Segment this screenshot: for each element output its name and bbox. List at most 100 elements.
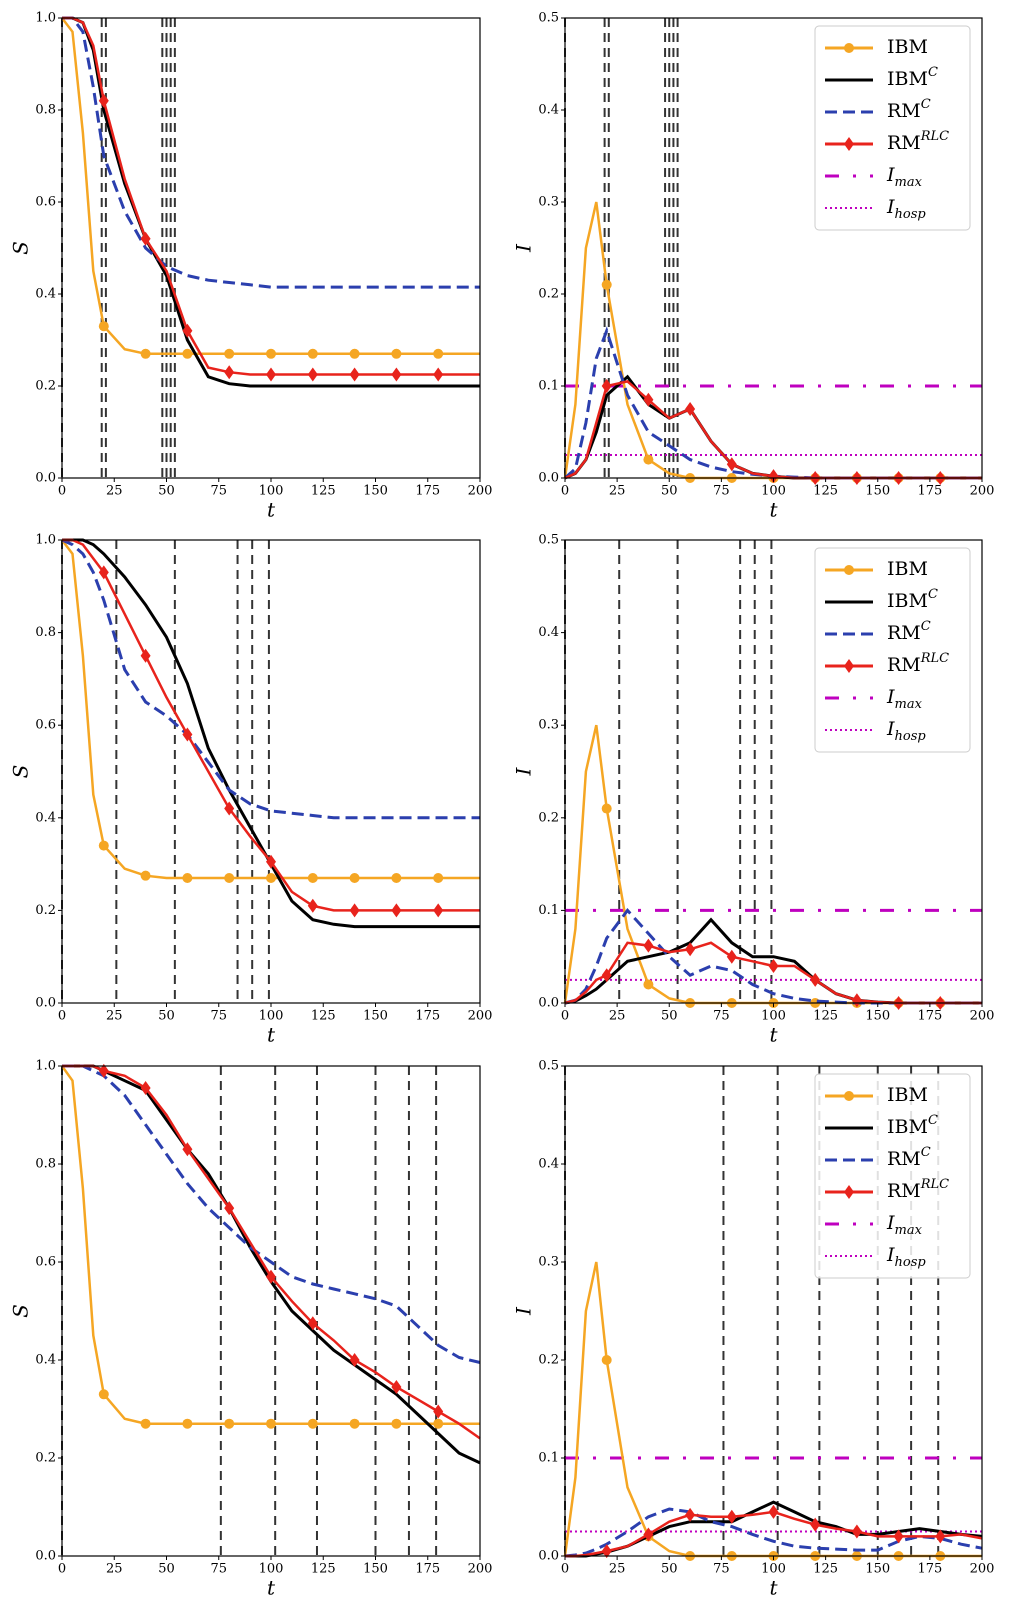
y-tick-label: 0.0: [35, 996, 56, 1011]
marker: [224, 348, 235, 359]
y-tick-label: 0.3: [538, 1255, 559, 1270]
x-tick-label: 25: [106, 484, 123, 499]
marker: [349, 1353, 360, 1367]
legend-label: RMRLC: [887, 129, 949, 155]
marker: [224, 1418, 235, 1429]
x-tick-label: 50: [158, 1562, 175, 1577]
marker: [307, 1418, 318, 1429]
y-tick-label: 0.8: [35, 1157, 56, 1172]
marker: [601, 1355, 612, 1365]
y-tick-label: 0.6: [35, 195, 56, 210]
marker: [182, 1142, 193, 1157]
legend-marker: [844, 1091, 854, 1101]
x-tick-label: 200: [970, 1562, 995, 1577]
y-tick-label: 0.4: [538, 1157, 559, 1172]
legend-box: [814, 1073, 971, 1279]
legend-label: RMC: [887, 1145, 931, 1171]
x-tick-label: 175: [917, 1009, 942, 1024]
series-line: [62, 538, 480, 912]
legend-label: RMC: [887, 619, 931, 645]
y-tick-label: 0.1: [538, 379, 559, 394]
legend-label: IBM: [887, 1084, 928, 1106]
marker: [851, 993, 862, 1008]
x-tick-label: 175: [415, 1562, 440, 1577]
marker: [643, 938, 654, 953]
x-tick-label: 100: [761, 1009, 786, 1024]
x-tick-label: 125: [813, 484, 838, 499]
x-tick-label: 50: [158, 1009, 175, 1024]
marker: [391, 367, 402, 382]
x-tick-label: 75: [713, 1562, 730, 1577]
legend-box: [814, 25, 971, 231]
y-tick-label: 0.6: [35, 1255, 56, 1270]
marker: [224, 365, 235, 380]
x-tick-label: 200: [970, 1009, 995, 1024]
y-tick-label: 0.3: [538, 195, 559, 210]
x-tick-label: 150: [363, 1009, 388, 1024]
marker: [349, 348, 360, 359]
y-axis-label: S: [9, 1304, 33, 1318]
marker: [433, 872, 444, 883]
series-line: [564, 1507, 983, 1558]
y-tick-label: 0.1: [538, 903, 559, 918]
marker: [266, 854, 276, 869]
x-tick-label: 200: [468, 484, 493, 499]
marker: [601, 803, 612, 814]
y-tick-label: 0.2: [538, 1353, 559, 1368]
marker: [768, 958, 779, 973]
legend-marker: [844, 1185, 854, 1199]
plot-frame: [61, 1065, 481, 1557]
x-tick-label: 25: [609, 1562, 626, 1577]
x-tick-label: 25: [609, 1009, 626, 1024]
y-axis-label: I: [512, 766, 536, 776]
marker: [224, 801, 235, 816]
marker: [140, 1081, 151, 1096]
x-tick-label: 200: [468, 1009, 493, 1024]
marker: [349, 1418, 360, 1429]
y-tick-label: 0.2: [35, 1451, 56, 1466]
marker: [391, 1418, 402, 1429]
x-tick-label: 125: [813, 1009, 838, 1024]
marker: [433, 903, 444, 918]
marker: [391, 872, 402, 883]
y-axis-label: I: [512, 1306, 536, 1316]
y-tick-label: 0.4: [35, 287, 56, 302]
x-tick-label: 125: [311, 1009, 336, 1024]
marker: [643, 392, 654, 407]
y-tick-label: 0.2: [35, 379, 56, 394]
marker: [224, 1201, 235, 1216]
x-tick-label: 200: [970, 484, 995, 499]
y-tick-label: 0.0: [35, 1549, 56, 1564]
x-tick-label: 150: [363, 1562, 388, 1577]
x-tick-label: 75: [210, 1562, 227, 1577]
marker: [307, 367, 318, 382]
marker: [266, 348, 276, 359]
marker: [893, 1529, 904, 1544]
marker: [601, 379, 612, 393]
marker: [349, 903, 360, 918]
series-line: [62, 16, 480, 388]
x-tick-label: 0: [561, 484, 569, 499]
series-line: [62, 1064, 481, 1465]
legend-label: RMRLC: [887, 651, 949, 677]
x-tick-label: 125: [311, 1562, 336, 1577]
series-line: [62, 1064, 481, 1364]
marker: [685, 402, 696, 416]
marker: [433, 1404, 444, 1419]
x-tick-label: 25: [106, 1009, 123, 1024]
x-tick-label: 50: [661, 484, 678, 499]
x-axis-label: t: [267, 1576, 276, 1600]
marker: [601, 1544, 612, 1559]
marker: [98, 1063, 109, 1078]
legend-label: IBMC: [887, 65, 938, 91]
x-tick-label: 75: [713, 484, 730, 499]
x-tick-label: 150: [865, 484, 890, 499]
marker: [391, 348, 402, 359]
marker: [307, 1316, 318, 1331]
x-tick-label: 75: [210, 1009, 227, 1024]
x-tick-label: 25: [609, 484, 626, 499]
x-tick-label: 50: [661, 1009, 678, 1024]
y-axis-label: S: [9, 241, 33, 255]
marker: [98, 321, 109, 332]
